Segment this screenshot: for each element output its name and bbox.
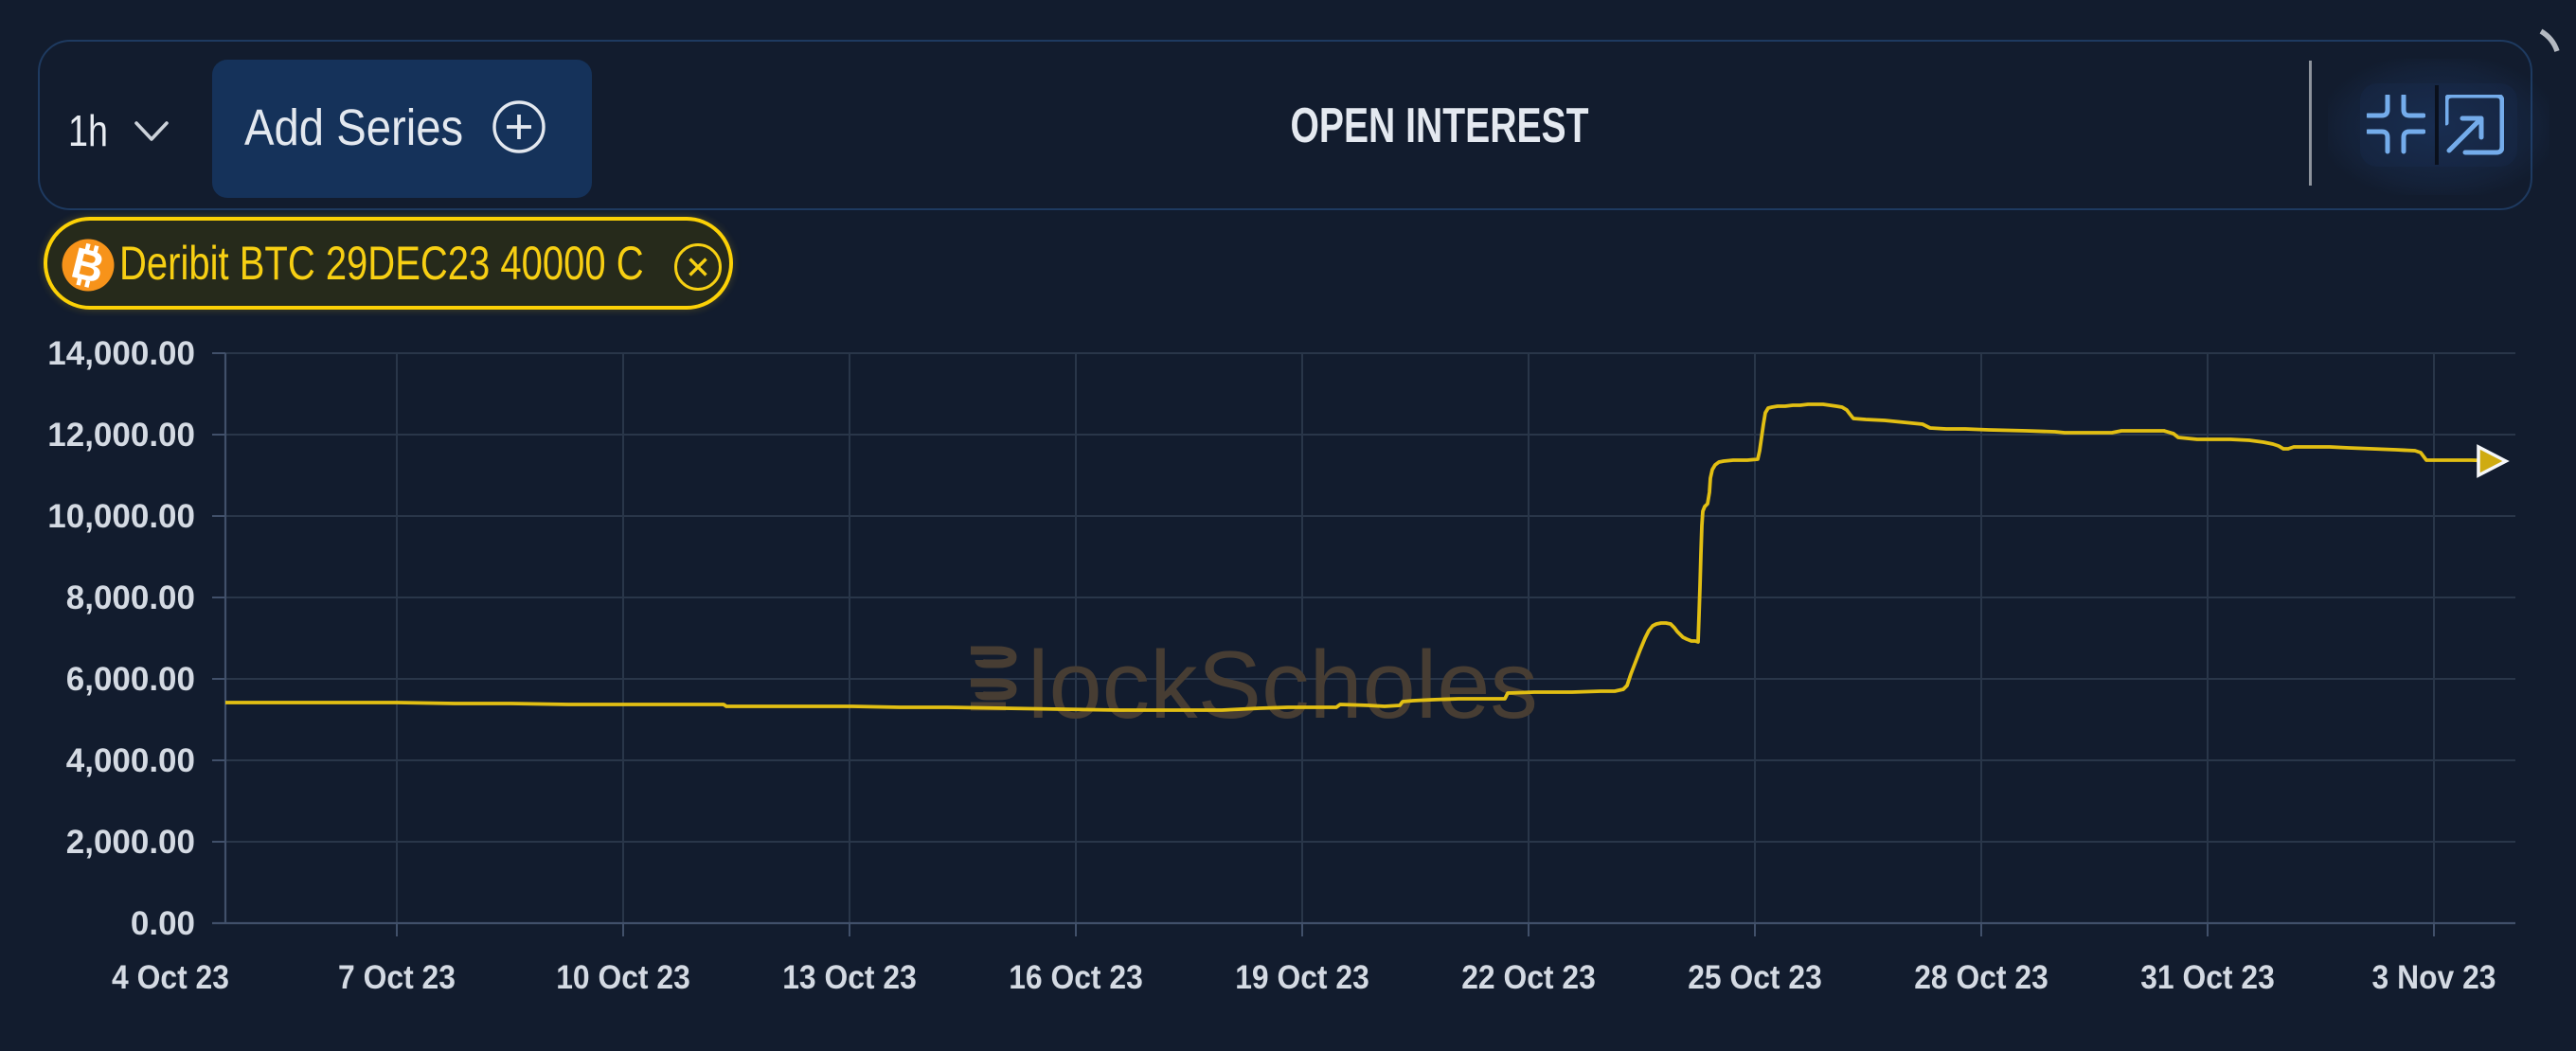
- svg-text:10 Oct 23: 10 Oct 23: [556, 960, 690, 997]
- svg-text:7 Oct 23: 7 Oct 23: [338, 960, 456, 997]
- svg-text:22 Oct 23: 22 Oct 23: [1461, 960, 1596, 997]
- svg-text:12,000.00: 12,000.00: [47, 417, 195, 454]
- svg-text:16 Oct 23: 16 Oct 23: [1009, 960, 1143, 997]
- svg-text:31 Oct 23: 31 Oct 23: [2140, 960, 2275, 997]
- svg-text:lockScholes: lockScholes: [1028, 632, 1538, 739]
- svg-text:6,000.00: 6,000.00: [66, 661, 195, 698]
- svg-text:14,000.00: 14,000.00: [47, 335, 195, 372]
- svg-text:4 Oct 23: 4 Oct 23: [112, 960, 229, 997]
- svg-text:19 Oct 23: 19 Oct 23: [1235, 960, 1369, 997]
- svg-text:28 Oct 23: 28 Oct 23: [1914, 960, 2048, 997]
- svg-text:4,000.00: 4,000.00: [66, 742, 195, 779]
- svg-text:10,000.00: 10,000.00: [47, 498, 195, 535]
- svg-text:8,000.00: 8,000.00: [66, 579, 195, 616]
- svg-text:3 Nov 23: 3 Nov 23: [2372, 960, 2496, 997]
- svg-text:2,000.00: 2,000.00: [66, 824, 195, 861]
- svg-text:25 Oct 23: 25 Oct 23: [1688, 960, 1822, 997]
- svg-text:0.00: 0.00: [131, 905, 195, 942]
- svg-text:13 Oct 23: 13 Oct 23: [782, 960, 917, 997]
